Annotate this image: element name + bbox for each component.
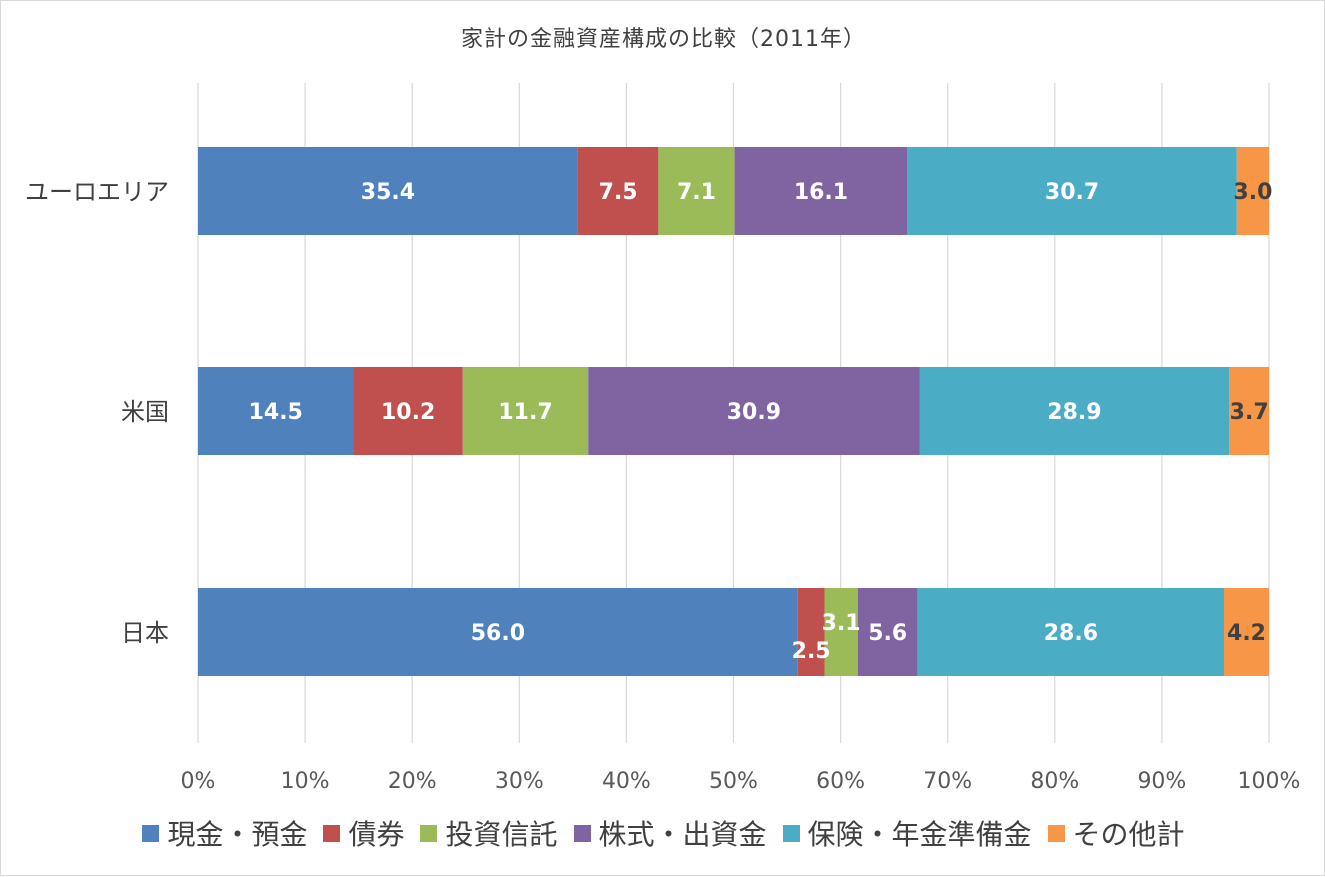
data-label: 4.2 [1227, 621, 1266, 646]
legend-swatch [1047, 824, 1065, 842]
bar-segment [1224, 588, 1269, 676]
bar-segment [658, 147, 735, 235]
x-tick-label: 10% [281, 769, 330, 794]
data-label: 7.5 [599, 180, 638, 205]
legend-item: 株式・出資金 [573, 813, 767, 853]
legend-swatch [420, 824, 438, 842]
x-tick-label: 90% [1137, 769, 1186, 794]
legend-item: その他計 [1047, 813, 1185, 853]
data-label: 28.6 [1044, 621, 1098, 646]
bar-segment [917, 588, 1225, 676]
data-label: 5.6 [868, 621, 907, 646]
x-tick-label: 70% [923, 769, 972, 794]
legend-label: 現金・預金 [167, 818, 308, 851]
legend-label: 株式・出資金 [598, 818, 767, 851]
data-label: 28.9 [1047, 400, 1101, 425]
bar-segment [1229, 367, 1269, 455]
bar-segment [1236, 147, 1269, 235]
bar-segment [577, 147, 659, 235]
data-label: 2.5 [792, 639, 831, 664]
bar-segment [353, 367, 463, 455]
data-label: 7.1 [677, 180, 716, 205]
data-label: 3.0 [1233, 180, 1272, 205]
bar-segment [198, 367, 354, 455]
category-label: 日本 [121, 619, 169, 647]
data-label: 30.9 [727, 400, 781, 425]
legend-label: その他計 [1072, 818, 1185, 851]
bar-segment [198, 588, 798, 676]
category-label: 米国 [121, 398, 169, 426]
x-tick-label: 30% [495, 769, 544, 794]
legend-swatch [782, 824, 800, 842]
bar-segment [857, 588, 918, 676]
legend-item: 債券 [323, 813, 404, 853]
data-label: 11.7 [498, 400, 552, 425]
bar-segment [824, 588, 858, 676]
data-label: 16.1 [794, 180, 848, 205]
category-label: ユーロエリア [25, 178, 169, 206]
x-tick-label: 20% [388, 769, 437, 794]
data-label: 3.7 [1230, 400, 1269, 425]
data-label: 56.0 [471, 621, 525, 646]
x-tick-label: 40% [602, 769, 651, 794]
chart-title: 家計の金融資産構成の比較（2011年） [461, 27, 866, 52]
legend-label: 保険・年金準備金 [807, 818, 1032, 851]
data-label: 10.2 [381, 400, 435, 425]
x-tick-label: 50% [709, 769, 758, 794]
legend-label: 債券 [348, 818, 405, 851]
legend-item: 現金・預金 [142, 813, 307, 853]
data-label: 3.1 [822, 611, 861, 636]
bar-segment [198, 147, 578, 235]
data-label: 35.4 [361, 180, 415, 205]
legend-swatch [323, 824, 341, 842]
bar-segment [797, 588, 825, 676]
legend-swatch [573, 824, 591, 842]
bar-segment [462, 367, 589, 455]
legend-swatch [142, 824, 160, 842]
bar-segment [907, 147, 1237, 235]
legend: 現金・預金 債券 投資信託 株式・出資金 保険・年金準備金 その他計 [1, 813, 1325, 853]
bar-segment [588, 367, 920, 455]
data-label: 30.7 [1045, 180, 1099, 205]
x-tick-label: 100% [1238, 769, 1301, 794]
data-label: 14.5 [249, 400, 303, 425]
legend-item: 保険・年金準備金 [782, 813, 1032, 853]
legend-label: 投資信託 [445, 818, 558, 851]
x-tick-label: 0% [181, 769, 216, 794]
x-tick-label: 60% [816, 769, 865, 794]
bar-segment [734, 147, 908, 235]
bar-segment [919, 367, 1230, 455]
x-tick-label: 80% [1030, 769, 1079, 794]
legend-item: 投資信託 [420, 813, 558, 853]
